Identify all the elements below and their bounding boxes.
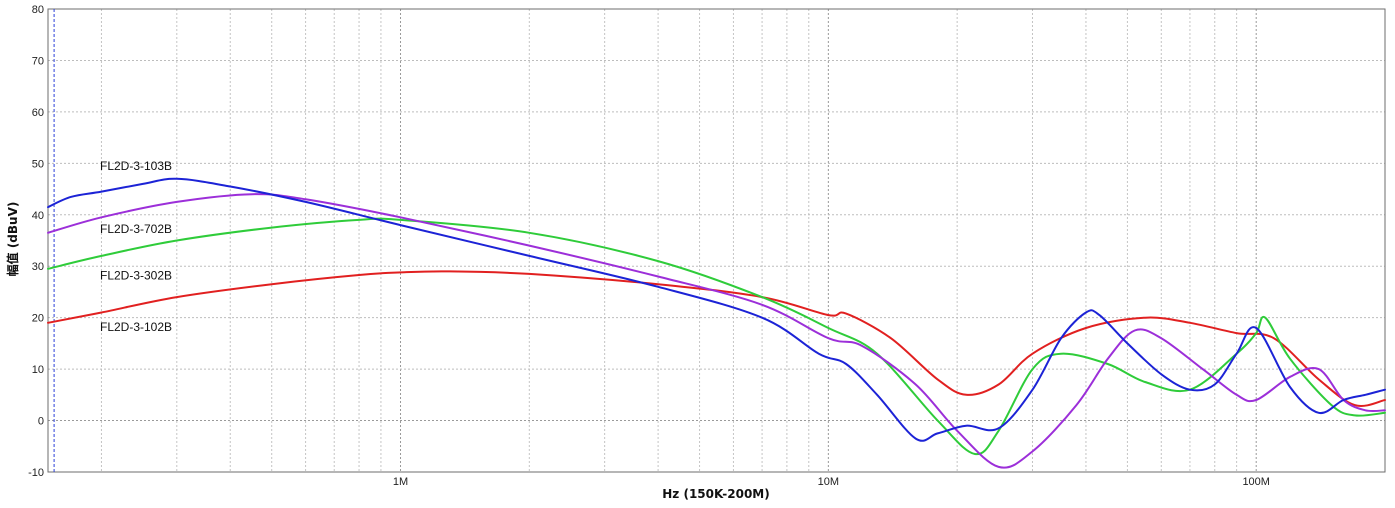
x-tick-label: 10M xyxy=(818,476,839,488)
series-label: FL2D-3-702B xyxy=(100,222,172,236)
y-tick-label: 20 xyxy=(32,313,44,325)
y-axis-title: 幅值 (dBuV) xyxy=(5,202,20,277)
series-line-fl2d-3-103b xyxy=(47,177,1386,442)
series-label: FL2D-3-302B xyxy=(100,268,172,282)
grid xyxy=(48,8,1386,473)
series-label: FL2D-3-102B xyxy=(100,320,172,334)
series-lines xyxy=(47,177,1386,469)
series-line-fl2d-3-702b xyxy=(47,193,1386,469)
series-labels: FL2D-3-103B FL2D-3-702B FL2D-3-302B FL2D-3-… xyxy=(100,159,172,334)
x-tick-label: 100M xyxy=(1242,476,1270,488)
y-tick-label: 0 xyxy=(38,416,44,428)
x-tick-label: 1M xyxy=(393,476,408,488)
y-tick-label: 40 xyxy=(32,210,44,222)
series-line-fl2d-3-302b xyxy=(47,217,1386,456)
y-tick-label: 30 xyxy=(32,261,44,273)
y-tick-label: 10 xyxy=(32,364,44,376)
y-tick-label: 50 xyxy=(32,158,44,170)
series-line-fl2d-3-102b xyxy=(47,270,1386,407)
y-tick-label: 80 xyxy=(32,4,44,16)
series-label: FL2D-3-103B xyxy=(100,159,172,173)
x-axis-title: Hz (150K-200M) xyxy=(662,487,769,501)
axes: -10 0 10 20 30 40 50 60 70 80 1M 10M 100M xyxy=(28,4,1386,488)
y-tick-label: -10 xyxy=(28,467,44,479)
y-tick-label: 60 xyxy=(32,107,44,119)
plot-frame xyxy=(47,8,1386,473)
y-tick-label: 70 xyxy=(32,55,44,67)
